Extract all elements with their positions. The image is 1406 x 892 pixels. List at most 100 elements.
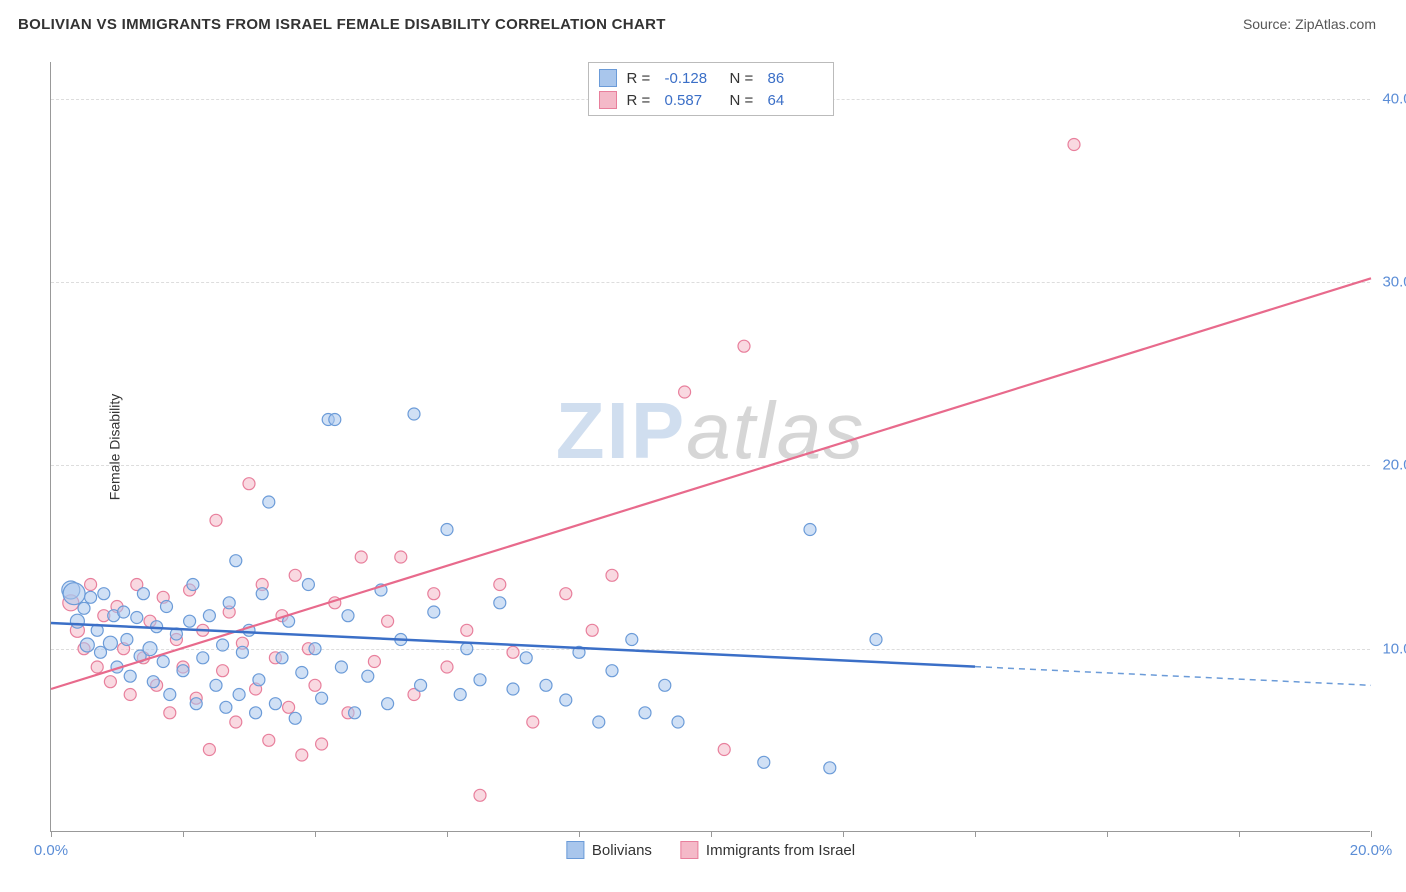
swatch-pink [680, 841, 698, 859]
data-point [593, 716, 605, 728]
data-point [316, 738, 328, 750]
legend-row-pink: R = 0.587 N = 64 [599, 89, 823, 111]
data-point [263, 734, 275, 746]
data-point [103, 636, 117, 650]
legend-row-blue: R = -0.128 N = 86 [599, 67, 823, 89]
data-point [124, 689, 136, 701]
data-point [283, 701, 295, 713]
data-point [639, 707, 651, 719]
data-point [131, 612, 143, 624]
legend-R-label: R = [627, 70, 655, 87]
data-point [626, 634, 638, 646]
data-point [269, 698, 281, 710]
scatter-plot-svg [51, 62, 1370, 831]
data-point [1068, 139, 1080, 151]
data-point [474, 674, 486, 686]
data-point [454, 689, 466, 701]
data-point [230, 555, 242, 567]
legend-item-pink: Immigrants from Israel [680, 841, 855, 859]
data-point [738, 340, 750, 352]
x-tick-label: 0.0% [34, 842, 68, 859]
y-tick-label: 40.0% [1382, 90, 1406, 107]
legend-N-label: N = [730, 92, 758, 109]
swatch-pink [599, 91, 617, 109]
data-point [253, 674, 265, 686]
data-point [679, 386, 691, 398]
trend-line [975, 667, 1371, 686]
series-pink-name: Immigrants from Israel [706, 842, 855, 859]
data-point [147, 676, 159, 688]
y-tick-label: 10.0% [1382, 640, 1406, 657]
y-tick-label: 30.0% [1382, 274, 1406, 291]
data-point [527, 716, 539, 728]
data-point [382, 615, 394, 627]
correlation-legend: R = -0.128 N = 86 R = 0.587 N = 64 [588, 62, 834, 116]
data-point [91, 661, 103, 673]
data-point [296, 667, 308, 679]
data-point [85, 579, 97, 591]
data-point [718, 744, 730, 756]
data-point [309, 679, 321, 691]
data-point [441, 661, 453, 673]
x-tick [1239, 831, 1240, 837]
data-point [804, 524, 816, 536]
data-point [80, 638, 94, 652]
x-tick [51, 831, 52, 837]
data-point [276, 652, 288, 664]
series-legend: Bolivians Immigrants from Israel [566, 841, 855, 859]
x-tick [579, 831, 580, 837]
data-point [250, 707, 262, 719]
data-point [606, 569, 618, 581]
data-point [606, 665, 618, 677]
data-point [296, 749, 308, 761]
legend-pink-N: 64 [768, 92, 823, 109]
legend-item-blue: Bolivians [566, 841, 652, 859]
data-point [161, 601, 173, 613]
data-point [494, 579, 506, 591]
data-point [289, 712, 301, 724]
data-point [177, 665, 189, 677]
data-point [520, 652, 532, 664]
source-attribution: Source: ZipAtlas.com [1243, 16, 1376, 32]
x-tick [1371, 831, 1372, 837]
swatch-blue [599, 69, 617, 87]
data-point [494, 597, 506, 609]
x-tick [315, 831, 316, 837]
data-point [118, 606, 130, 618]
data-point [197, 652, 209, 664]
data-point [157, 656, 169, 668]
data-point [263, 496, 275, 508]
data-point [428, 606, 440, 618]
data-point [758, 756, 770, 768]
data-point [210, 514, 222, 526]
data-point [164, 689, 176, 701]
data-point [256, 588, 268, 600]
data-point [289, 569, 301, 581]
data-point [85, 591, 97, 603]
data-point [408, 408, 420, 420]
data-point [104, 676, 116, 688]
data-point [382, 698, 394, 710]
x-tick [1107, 831, 1108, 837]
data-point [302, 579, 314, 591]
x-tick [447, 831, 448, 837]
data-point [415, 679, 427, 691]
data-point [190, 698, 202, 710]
data-point [349, 707, 361, 719]
legend-blue-R: -0.128 [665, 70, 720, 87]
data-point [217, 665, 229, 677]
data-point [441, 524, 453, 536]
series-blue-name: Bolivians [592, 842, 652, 859]
x-tick [711, 831, 712, 837]
data-point [342, 610, 354, 622]
x-tick [183, 831, 184, 837]
data-point [672, 716, 684, 728]
data-point [560, 588, 572, 600]
data-point [316, 692, 328, 704]
data-point [870, 634, 882, 646]
x-tick-label: 20.0% [1350, 842, 1393, 859]
data-point [187, 579, 199, 591]
data-point [507, 646, 519, 658]
x-tick [843, 831, 844, 837]
data-point [362, 670, 374, 682]
